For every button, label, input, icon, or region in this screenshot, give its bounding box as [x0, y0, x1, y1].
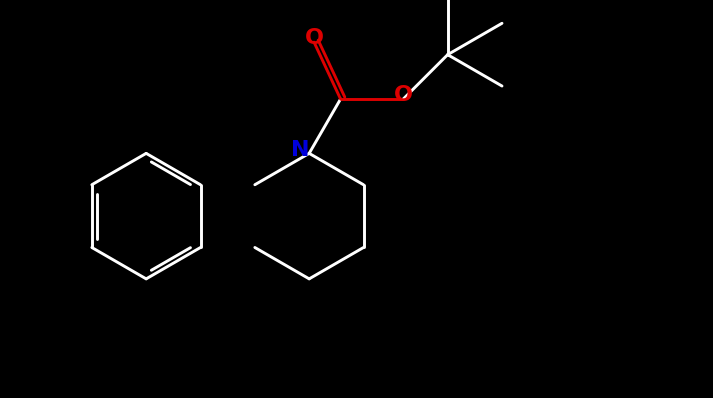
Text: O: O [304, 28, 324, 48]
Text: N: N [291, 140, 309, 160]
Text: O: O [394, 86, 413, 105]
